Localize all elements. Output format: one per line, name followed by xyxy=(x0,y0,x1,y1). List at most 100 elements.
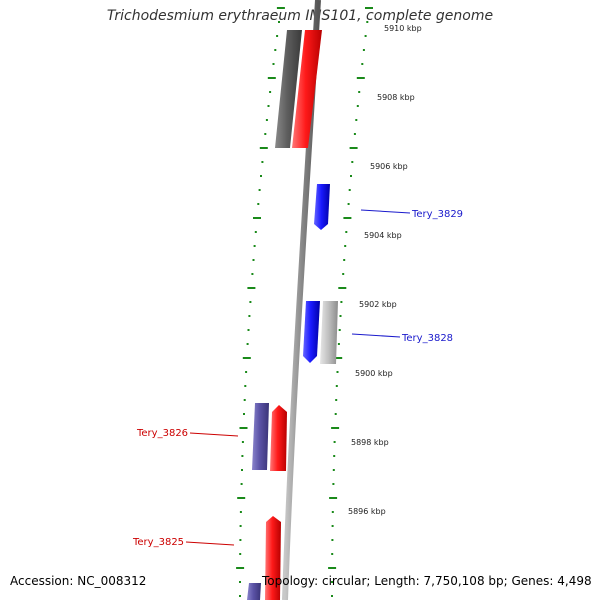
gene-tery-3826-purple[interactable] xyxy=(252,403,269,470)
scale-label-5896: 5896 kbp xyxy=(348,507,386,516)
scale-label-5908: 5908 kbp xyxy=(377,93,415,102)
accession-text: Accession: NC_008312 xyxy=(10,574,147,588)
scale-tick-minor xyxy=(333,455,336,457)
scale-tick-minor xyxy=(332,483,335,485)
scale-tick-minor xyxy=(241,455,244,457)
scale-tick-minor xyxy=(344,245,347,247)
scale-tick-minor xyxy=(248,315,251,317)
scale-tick-minor xyxy=(340,301,343,303)
label-tery-3825[interactable]: Tery_3825 xyxy=(132,537,184,548)
scale-tick-major xyxy=(276,7,285,9)
scale-tick-minor xyxy=(366,21,369,23)
scale-tick-minor xyxy=(342,273,345,275)
scale-tick-minor xyxy=(274,49,277,51)
scale-tick-major xyxy=(349,147,358,149)
scale-tick-minor xyxy=(258,189,261,191)
scale-tick-minor xyxy=(347,203,350,205)
gene-tery-3828-gray[interactable] xyxy=(320,301,338,364)
scale-tick-minor xyxy=(332,469,335,471)
scale-tick-minor xyxy=(241,441,244,443)
scale-tick-minor xyxy=(351,161,354,163)
scale-tick-minor xyxy=(243,399,246,401)
scale-tick-minor xyxy=(362,49,365,51)
scale-tick-minor xyxy=(239,553,242,555)
leader-tery-3826 xyxy=(189,432,239,437)
scale-tick-major xyxy=(334,357,343,359)
scale-tick-minor xyxy=(260,175,262,177)
label-tery-3826[interactable]: Tery_3826 xyxy=(136,428,188,439)
scale-label-5906: 5906 kbp xyxy=(370,162,408,171)
scale-tick-minor xyxy=(272,63,275,65)
label-tery-3829[interactable]: Tery_3829 xyxy=(411,209,463,220)
scale-label-5910: 5910 kbp xyxy=(384,24,422,33)
gene-tery-3828-blue[interactable] xyxy=(303,301,320,363)
leader-tery-3829 xyxy=(360,209,411,214)
scale-tick-minor xyxy=(269,91,272,93)
gene-upper-gray[interactable] xyxy=(275,30,302,148)
scale-tick-minor xyxy=(353,133,356,135)
scale-tick-minor xyxy=(254,231,257,233)
scale-tick-minor xyxy=(333,441,336,443)
scale-tick-major xyxy=(328,567,337,569)
scale-tick-minor xyxy=(331,553,334,555)
gene-tery-3829[interactable] xyxy=(314,184,330,230)
gene-upper-red[interactable] xyxy=(292,30,322,148)
scale-tick-major xyxy=(239,427,248,429)
scale-tick-minor xyxy=(337,343,340,345)
scale-tick-major xyxy=(356,77,365,79)
leader-tery-3828 xyxy=(351,333,401,338)
label-tery-3828[interactable]: Tery_3828 xyxy=(401,333,453,344)
scale-tick-minor xyxy=(264,133,267,135)
scale-tick-minor xyxy=(251,273,254,275)
scale-tick-minor xyxy=(257,203,260,205)
scale-tick-minor xyxy=(239,511,242,513)
scale-tick-minor xyxy=(278,21,280,23)
scale-label-5904: 5904 kbp xyxy=(364,231,402,240)
scale-label-5902: 5902 kbp xyxy=(359,300,397,309)
scale-tick-minor xyxy=(239,539,242,541)
scale-tick-minor xyxy=(348,189,351,191)
scale-tick-major xyxy=(267,77,276,79)
gene-bottom-purple[interactable] xyxy=(247,583,261,600)
scale-tick-minor xyxy=(331,539,334,541)
scale-tick-minor xyxy=(334,413,337,415)
scale-tick-minor xyxy=(249,301,252,303)
scale-tick-minor xyxy=(331,581,333,583)
scale-tick-minor xyxy=(355,119,358,121)
scale-tick-major xyxy=(343,217,352,219)
scale-label-5898: 5898 kbp xyxy=(351,438,389,447)
scale-tick-minor xyxy=(345,231,348,233)
scale-tick-minor xyxy=(331,511,334,513)
scale-tick-major xyxy=(253,217,261,219)
scale-tick-minor xyxy=(350,175,352,177)
scale-tick-minor xyxy=(361,63,364,65)
outer-scale-ticks xyxy=(328,7,373,597)
scale-label-5900: 5900 kbp xyxy=(355,369,393,378)
scale-tick-minor xyxy=(358,91,361,93)
scale-tick-minor xyxy=(252,259,255,261)
scale-tick-minor xyxy=(276,35,279,37)
scale-tick-minor xyxy=(243,413,245,415)
scale-tick-minor xyxy=(336,371,339,373)
scale-tick-minor xyxy=(253,245,256,247)
scale-tick-major xyxy=(365,7,373,9)
scale-tick-minor xyxy=(267,105,270,107)
genome-summary-text: Topology: circular; Length: 7,750,108 bp… xyxy=(262,574,592,588)
gene-tery-3825[interactable] xyxy=(265,516,281,600)
gene-tery-3826-red[interactable] xyxy=(270,405,287,471)
scale-tick-minor xyxy=(331,525,334,527)
scale-tick-minor xyxy=(364,35,367,37)
scale-tick-minor xyxy=(239,581,241,583)
inner-scale-ticks xyxy=(236,7,285,597)
scale-tick-minor xyxy=(335,399,338,401)
scale-tick-minor xyxy=(356,105,359,107)
leader-tery-3825 xyxy=(185,541,235,546)
scale-tick-minor xyxy=(343,259,346,261)
scale-tick-minor xyxy=(247,329,250,331)
scale-tick-minor xyxy=(335,385,338,387)
scale-tick-minor xyxy=(339,315,342,317)
scale-tick-minor xyxy=(245,371,248,373)
scale-tick-minor xyxy=(240,483,243,485)
scale-tick-minor xyxy=(261,161,264,163)
scale-tick-minor xyxy=(331,595,333,597)
